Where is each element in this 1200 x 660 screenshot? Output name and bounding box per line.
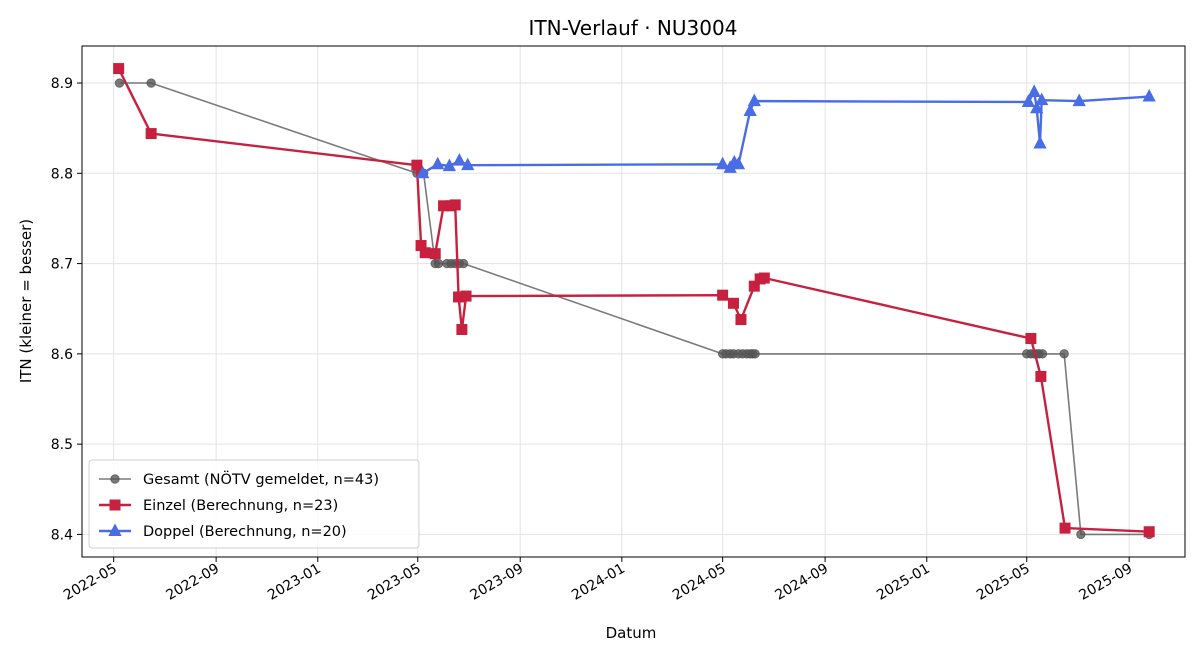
y-tick-label: 8.8 — [51, 166, 73, 182]
data-point — [113, 63, 125, 75]
data-point — [419, 247, 431, 259]
data-point — [758, 272, 770, 284]
data-point — [1027, 84, 1041, 98]
data-point — [456, 323, 468, 335]
data-point — [727, 297, 739, 309]
data-point — [1025, 333, 1037, 345]
data-point — [1037, 349, 1048, 359]
legend-entry: Doppel (Berechnung, n=20) — [99, 523, 347, 540]
data-point — [1059, 349, 1069, 359]
data-point — [1035, 370, 1047, 382]
legend: Gesamt (NÖTV gemeldet, n=43) Einzel (Bere… — [88, 459, 420, 549]
data-point — [431, 156, 445, 170]
data-point — [750, 349, 760, 359]
data-point — [452, 153, 467, 166]
data-point — [1059, 522, 1071, 534]
x-axis-title: Datum — [606, 624, 657, 642]
legend-box — [88, 459, 420, 549]
data-point — [1072, 93, 1086, 107]
legend-label: Doppel (Berechnung, n=20) — [143, 524, 347, 540]
data-point — [747, 93, 761, 107]
data-point — [1143, 526, 1155, 538]
data-point — [1033, 135, 1047, 149]
data-point — [716, 156, 730, 170]
series-triangle — [416, 84, 1156, 179]
data-point — [449, 199, 461, 211]
series-square — [113, 63, 1155, 538]
data-point — [1030, 100, 1044, 114]
y-tick-label: 8.9 — [51, 76, 73, 92]
series-circle — [114, 78, 1154, 540]
legend-marker — [108, 523, 122, 536]
data-point — [461, 157, 475, 171]
legend-entry: Einzel (Berechnung, n=23) — [99, 498, 338, 514]
data-point — [748, 280, 760, 292]
data-point — [146, 78, 156, 88]
legend-marker — [109, 499, 121, 511]
data-point — [145, 128, 157, 140]
data-point — [114, 78, 125, 88]
legend-label: Einzel (Berechnung, n=23) — [143, 498, 338, 514]
plot-frame — [81, 45, 1186, 558]
data-point — [411, 159, 423, 171]
y-tick-label: 8.5 — [51, 437, 73, 453]
data-point — [433, 258, 444, 269]
data-point — [416, 165, 430, 179]
data-point — [1076, 529, 1086, 540]
data-point — [1142, 88, 1156, 102]
data-point — [717, 289, 729, 301]
data-point — [429, 248, 441, 260]
y-tick-label: 8.4 — [51, 527, 73, 543]
data-point — [460, 290, 472, 302]
legend-marker — [110, 474, 120, 484]
legend-entry: Gesamt (NÖTV gemeldet, n=43) — [99, 470, 379, 488]
y-tick-label: 8.6 — [51, 347, 73, 363]
y-tick-label: 8.7 — [51, 257, 73, 273]
legend-label: Gesamt (NÖTV gemeldet, n=43) — [143, 470, 379, 488]
series-layer — [113, 63, 1156, 540]
data-point — [458, 258, 469, 269]
data-point — [442, 158, 457, 172]
data-point — [1035, 92, 1049, 106]
data-point — [743, 103, 757, 117]
chart-title: ITN-Verlauf · NU3004 — [529, 16, 738, 40]
y-axis-title: ITN (kleiner = besser) — [17, 219, 35, 383]
data-point — [735, 314, 747, 326]
data-point — [731, 156, 746, 170]
data-point — [1021, 94, 1036, 107]
